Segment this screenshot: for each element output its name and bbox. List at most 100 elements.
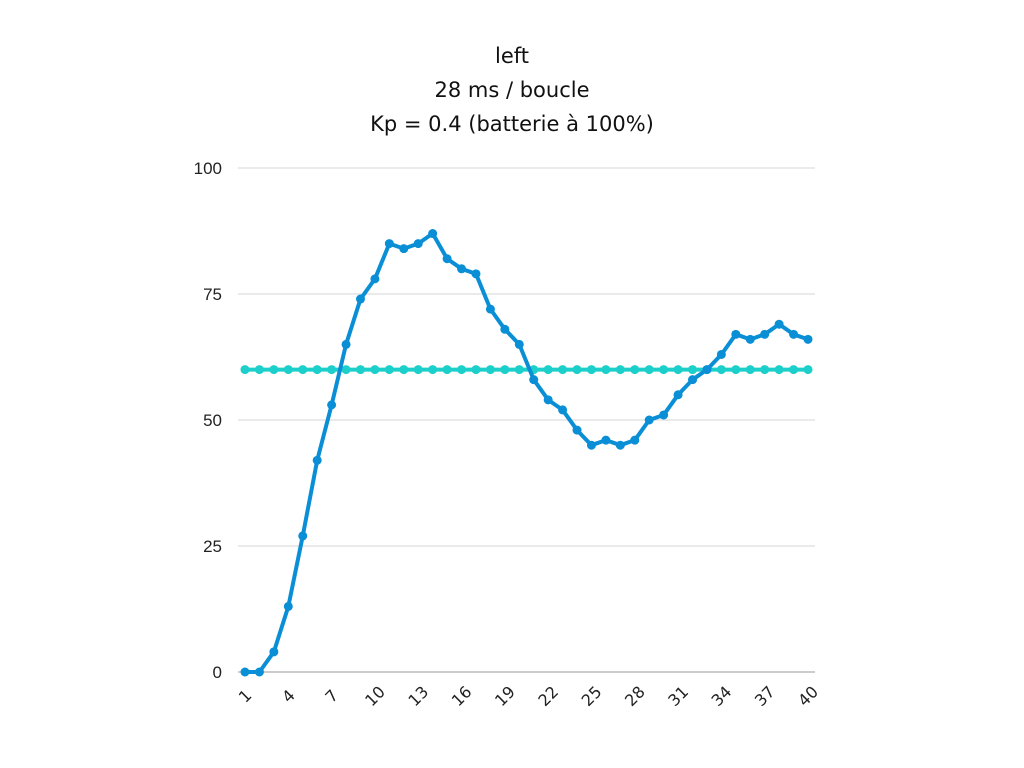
series-1-point (630, 365, 640, 375)
y-tick-label: 75 (203, 285, 222, 304)
series-0-point (659, 410, 669, 420)
series-1-point (370, 365, 380, 375)
series-0-point (572, 425, 582, 435)
series-0-point (500, 324, 510, 334)
series-0-point (543, 395, 553, 405)
series-0-point (601, 435, 611, 445)
series-0-point (457, 264, 467, 274)
series-1-point (572, 365, 582, 375)
series-1-point (774, 365, 784, 375)
series-1-point (601, 365, 611, 375)
series-0-point (586, 440, 596, 450)
series-0-point (630, 435, 640, 445)
series-0-point (240, 667, 250, 677)
series-1-point (269, 365, 279, 375)
series-0-point (514, 339, 524, 349)
x-tick-label: 10 (361, 682, 389, 710)
series-0-point (529, 375, 539, 385)
series-0-point (428, 229, 438, 239)
series-0-point (442, 254, 452, 264)
series-1-point (543, 365, 553, 375)
series-1-point (760, 365, 770, 375)
series-1-point (283, 365, 293, 375)
series-1-point (514, 365, 524, 375)
x-tick-label: 16 (448, 682, 476, 710)
series-1-point (716, 365, 726, 375)
series-0-point (702, 365, 712, 375)
series-line-0 (243, 231, 810, 674)
series-0-point (254, 667, 264, 677)
series-1-point (442, 365, 452, 375)
series-0-point (644, 415, 654, 425)
series-0-point (558, 405, 568, 415)
series-0-point (283, 601, 293, 611)
series-1-point (688, 365, 698, 375)
series-0-point (413, 239, 423, 249)
series-1-point (485, 365, 495, 375)
series-1-point (428, 365, 438, 375)
x-tick-label: 34 (708, 682, 736, 710)
x-tick-label: 28 (621, 682, 649, 710)
series-0-point (298, 531, 308, 541)
series-1-point (659, 365, 669, 375)
series-1-point (731, 365, 741, 375)
x-tick-label: 25 (578, 682, 606, 710)
series-1-point (615, 365, 625, 375)
series-1-point (471, 365, 481, 375)
y-tick-label: 100 (194, 159, 222, 178)
series-0-point (745, 334, 755, 344)
series-1-point (413, 365, 423, 375)
x-tick-label: 13 (404, 682, 432, 710)
series-1-point (384, 365, 394, 375)
series-1-point (558, 365, 568, 375)
series-0-point (673, 390, 683, 400)
series-1-point (803, 365, 813, 375)
series-0-point (399, 244, 409, 254)
series-0-point (774, 319, 784, 329)
series-0-point (731, 329, 741, 339)
x-tick-label: 4 (278, 686, 299, 707)
series-0-point (789, 329, 799, 339)
x-tick-label: 31 (664, 682, 692, 710)
series-1-point (745, 365, 755, 375)
series-1-point (240, 365, 250, 375)
y-tick-label: 0 (213, 663, 222, 682)
series-1-point (254, 365, 264, 375)
x-tick-label: 40 (794, 682, 822, 710)
series-0-point (355, 294, 365, 304)
series-0-point (384, 239, 394, 249)
x-tick-label: 22 (534, 682, 562, 710)
series-0-point (688, 375, 698, 385)
series-0-point (312, 455, 322, 465)
y-tick-label: 25 (203, 537, 222, 556)
series-1-point (327, 365, 337, 375)
series-1-point (312, 365, 322, 375)
series-0-point (269, 647, 279, 657)
series-1-point (298, 365, 308, 375)
chart-title-line-3: Kp = 0.4 (batterie à 100%) (370, 112, 654, 136)
series-0-point (485, 304, 495, 314)
series-1-point (355, 365, 365, 375)
series-1-point (457, 365, 467, 375)
y-tick-label: 50 (203, 411, 222, 430)
series-0-point (370, 274, 380, 284)
x-tick-label: 7 (321, 686, 342, 707)
series-1-point (673, 365, 683, 375)
chart-title-line-1: left (494, 44, 529, 68)
series-0-point (341, 339, 351, 349)
chart-title-line-2: 28 ms / boucle (434, 78, 590, 102)
series-0-point (615, 440, 625, 450)
series-1-point (789, 365, 799, 375)
series-1-point (644, 365, 654, 375)
x-tick-label: 37 (751, 682, 779, 710)
series-0-point (803, 334, 813, 344)
series-0-point (471, 269, 481, 279)
series-1-point (500, 365, 510, 375)
x-tick-label: 1 (235, 686, 256, 707)
x-tick-label: 19 (491, 682, 519, 710)
series-1-point (341, 365, 351, 375)
series-0-point (716, 349, 726, 359)
series-1-point (399, 365, 409, 375)
